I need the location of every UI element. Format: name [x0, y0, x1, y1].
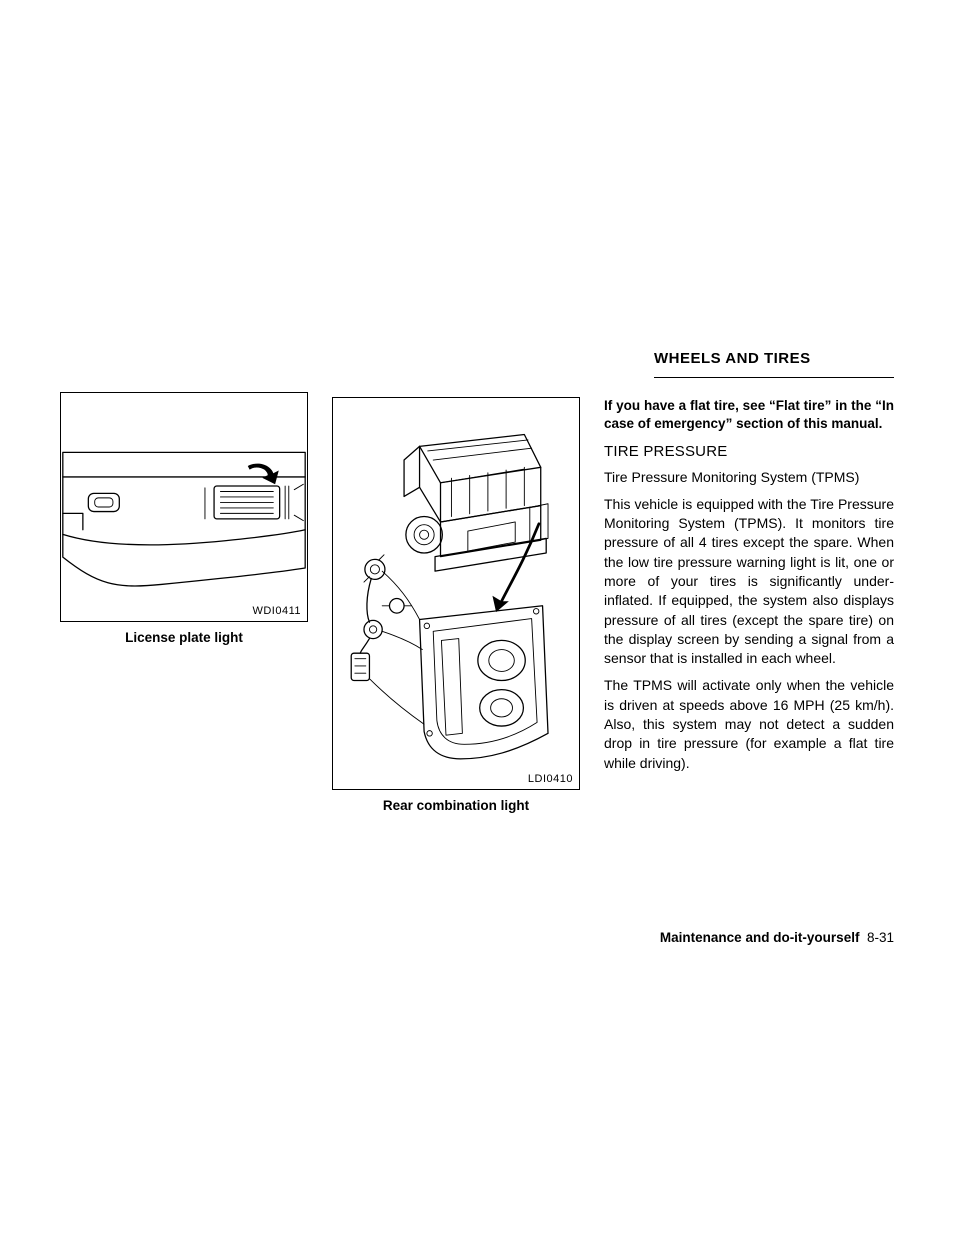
column-right: If you have a flat tire, see “Flat tire”… [604, 397, 894, 813]
figure-code: WDI0411 [252, 605, 301, 617]
body-paragraph-2: The TPMS will activate only when the veh… [604, 676, 894, 773]
figure-caption-left: License plate light [60, 630, 308, 645]
column-left: WDI0411 License plate light [60, 350, 308, 813]
column-middle: LDI0410 Rear combination light [332, 350, 580, 813]
manual-page: WHEELS AND TIRES [0, 0, 954, 1235]
subsubsection-tpms: Tire Pressure Monitoring System (TPMS) [604, 468, 894, 486]
figure-code: LDI0410 [528, 773, 573, 785]
figure-license-plate-light: WDI0411 [60, 392, 308, 622]
intro-note: If you have a flat tire, see “Flat tire”… [604, 397, 894, 433]
rear-combination-light-illustration [333, 398, 579, 789]
license-plate-light-illustration [61, 393, 307, 621]
figure-rear-combination-light: LDI0410 [332, 397, 580, 790]
body-paragraph-1: This vehicle is equipped with the Tire P… [604, 495, 894, 669]
columns: WDI0411 License plate light [60, 350, 894, 813]
subsection-tire-pressure: TIRE PRESSURE [604, 443, 894, 460]
footer-section-label: Maintenance and do-it-yourself [660, 930, 860, 945]
figure-caption-mid: Rear combination light [332, 798, 580, 813]
footer-page-number: 8-31 [867, 930, 894, 945]
page-footer: Maintenance and do-it-yourself 8-31 [660, 930, 894, 945]
